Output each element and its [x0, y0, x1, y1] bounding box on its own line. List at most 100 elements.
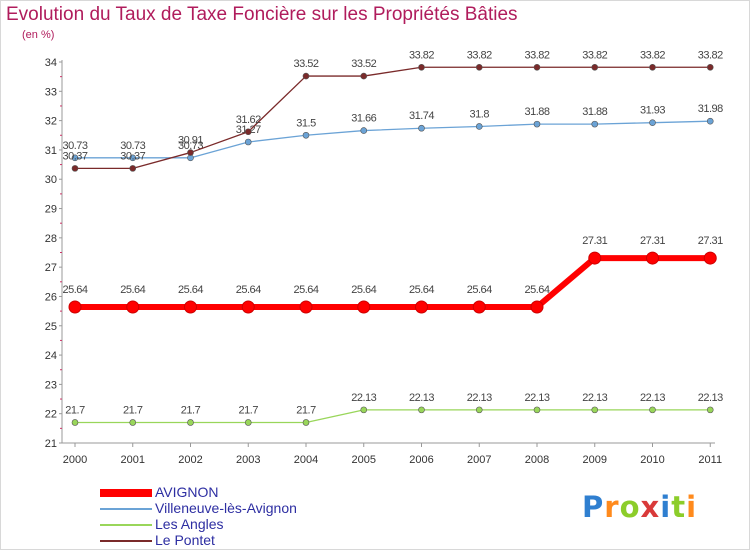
series-2-label-2008: 22.13	[524, 392, 549, 404]
series-2-point-2011	[706, 406, 714, 414]
series-line-1	[75, 120, 711, 159]
series-2-label-2009: 22.13	[582, 392, 607, 404]
series-2-point-2001	[129, 419, 137, 426]
series-2-label-2005: 22.13	[351, 392, 376, 404]
chart-title: Evolution du Taux de Taxe Foncière sur l…	[6, 4, 518, 25]
series-3-label-2010: 33.82	[640, 49, 665, 61]
series-1-point-2005	[360, 127, 368, 134]
series-0-label-2009: 27.31	[582, 235, 607, 247]
series-1-label-2008: 31.88	[524, 106, 549, 118]
series-line-2	[75, 409, 711, 424]
series-0-label-2005: 25.64	[351, 284, 376, 296]
series-3-point-2004	[302, 72, 310, 80]
legend-swatch-avignon	[100, 489, 152, 497]
series-1-label-2009: 31.88	[582, 106, 607, 118]
series-3-point-2010	[649, 63, 656, 71]
series-3-point-2006	[418, 63, 425, 71]
series-2-point-2008	[533, 406, 541, 414]
x-tick-label-2009: 2009	[583, 454, 607, 466]
series-3-label-2000: 30.37	[62, 150, 87, 162]
series-0-label-2007: 25.64	[467, 284, 492, 296]
logo-letter: x	[640, 490, 661, 524]
series-2-point-2010	[649, 406, 656, 414]
series-0-label-2010: 27.31	[640, 235, 665, 247]
proxiti-logo: Proxiti	[582, 490, 697, 524]
series-3-label-2006: 33.82	[409, 49, 434, 61]
series-3-label-2001: 30.37	[120, 150, 145, 162]
x-tick-label-2011: 2011	[698, 454, 722, 466]
series-0-point-2008	[530, 300, 544, 314]
series-0-label-2000: 25.64	[62, 284, 87, 296]
logo-letter: i	[686, 490, 698, 524]
series-3-point-2000	[71, 165, 79, 172]
series-2-point-2006	[418, 406, 425, 414]
series-1-point-2004	[302, 131, 310, 139]
series-0-point-2004	[299, 300, 313, 314]
legend-swatch-villeneuve	[100, 508, 152, 510]
series-0-point-2006	[415, 300, 428, 314]
series-2-point-2002	[187, 419, 194, 426]
logo-letter: P	[582, 490, 605, 524]
y-tick-label-21: 21	[45, 438, 57, 450]
series-3-label-2002: 30.91	[178, 135, 203, 147]
series-0-point-2007	[472, 300, 486, 314]
series-2-point-2004	[302, 419, 310, 426]
series-3-point-2011	[706, 63, 714, 71]
series-0-point-2010	[646, 251, 659, 265]
chart-subtitle: (en %)	[22, 29, 55, 41]
series-1-point-2011	[706, 117, 714, 125]
series-1-point-2000	[71, 154, 79, 162]
series-1-label-2010: 31.93	[640, 105, 665, 117]
series-3-point-2001	[129, 165, 137, 172]
series-0-point-2009	[588, 251, 602, 265]
series-0-point-2003	[241, 300, 255, 314]
x-tick-label-2004: 2004	[294, 454, 318, 466]
series-3-label-2003: 31.62	[236, 114, 261, 126]
series-0-label-2004: 25.64	[293, 284, 318, 296]
series-0-point-2005	[357, 300, 371, 314]
series-line-3	[75, 66, 711, 170]
y-tick-label-22: 22	[45, 409, 57, 421]
legend-label-avignon: AVIGNON	[155, 484, 219, 500]
x-tick-label-2006: 2006	[409, 454, 433, 466]
series-3-point-2003	[244, 128, 252, 136]
y-tick-label-32: 32	[45, 116, 57, 128]
series-1-point-2006	[418, 124, 425, 132]
series-3-label-2011: 33.82	[698, 49, 723, 61]
series-line-0	[75, 255, 711, 311]
series-3-label-2007: 33.82	[467, 49, 492, 61]
series-0-label-2008: 25.64	[524, 284, 549, 296]
series-1-label-2000: 30.73	[62, 140, 87, 152]
logo-letter: i	[660, 490, 672, 524]
legend-label-le-pontet: Le Pontet	[155, 532, 215, 548]
series-3-point-2007	[475, 63, 483, 71]
x-tick-label-2001: 2001	[121, 454, 145, 466]
series-1-point-2007	[475, 123, 483, 130]
y-tick-label-30: 30	[45, 174, 57, 186]
series-1-point-2008	[533, 120, 541, 128]
series-3-point-2002	[187, 149, 194, 156]
series-2-point-2003	[244, 419, 252, 426]
legend-label-villeneuve: Villeneuve-lès-Avignon	[155, 500, 297, 516]
logo-letter: t	[671, 490, 687, 524]
series-0-point-2001	[126, 300, 140, 314]
series-3-point-2008	[533, 63, 541, 71]
series-3-label-2008: 33.82	[524, 49, 549, 61]
y-tick-label-25: 25	[45, 321, 57, 333]
series-2-label-2011: 22.13	[698, 392, 723, 404]
y-tick-label-28: 28	[45, 233, 57, 245]
logo-letter: o	[619, 490, 641, 524]
series-2-point-2007	[475, 406, 483, 414]
x-tick-label-2008: 2008	[525, 454, 549, 466]
series-3-label-2009: 33.82	[582, 49, 607, 61]
series-0-point-2002	[184, 300, 197, 314]
y-tick-label-24: 24	[45, 350, 57, 362]
x-tick-label-2003: 2003	[236, 454, 260, 466]
x-tick-label-2002: 2002	[178, 454, 202, 466]
series-2-label-2003: 21.7	[239, 404, 259, 416]
series-3-label-2005: 33.52	[351, 58, 376, 70]
y-tick-label-27: 27	[45, 262, 57, 274]
series-2-label-2000: 21.7	[65, 404, 85, 416]
